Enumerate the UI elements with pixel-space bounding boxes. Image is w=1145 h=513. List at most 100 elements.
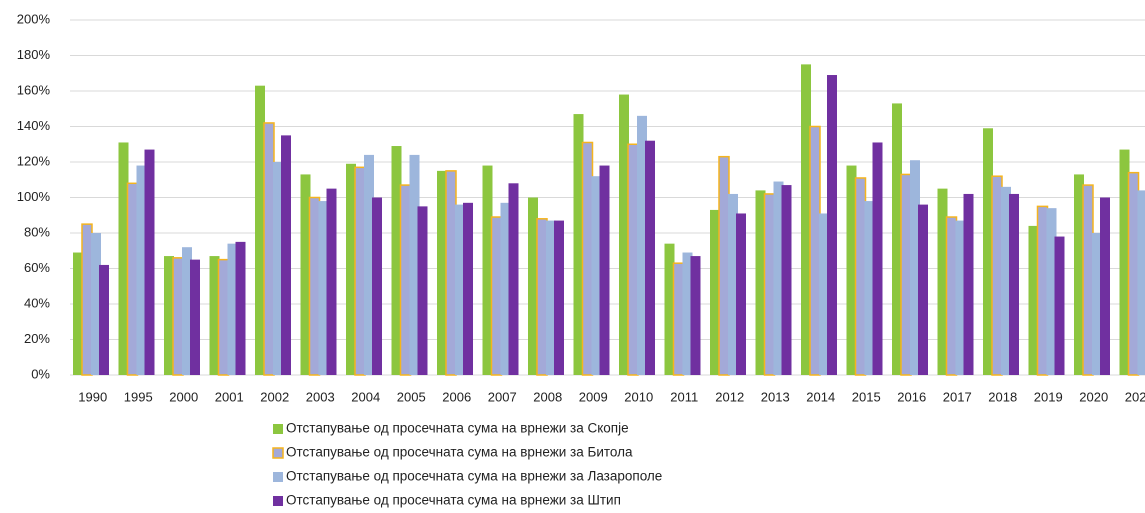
x-tick-label: 2011 <box>670 389 698 404</box>
y-tick-label: 200% <box>17 11 51 26</box>
bar <box>217 258 230 376</box>
bar <box>1036 205 1049 376</box>
bar <box>308 196 321 376</box>
bar <box>263 122 275 376</box>
bar <box>827 75 837 376</box>
bar <box>755 190 766 375</box>
bar <box>144 149 155 375</box>
bar <box>728 193 738 375</box>
x-tick-label: 2021 <box>1125 389 1145 404</box>
bar <box>409 154 420 375</box>
bar <box>118 142 129 375</box>
bar <box>318 201 329 375</box>
bar <box>536 218 548 376</box>
bar <box>455 204 465 375</box>
bar <box>690 256 701 375</box>
legend-label: Отстапување од просечната сума на врнежи… <box>286 421 629 436</box>
bar <box>1054 236 1065 375</box>
bar <box>227 243 238 375</box>
bar <box>1082 184 1094 376</box>
bar <box>637 115 647 375</box>
x-tick-label: 2009 <box>579 389 608 404</box>
x-tick-label: 1990 <box>78 389 107 404</box>
x-tick-label: 2007 <box>488 389 517 404</box>
bar <box>1028 225 1039 375</box>
bar <box>1074 174 1084 375</box>
x-tick-label: 2018 <box>988 389 1017 404</box>
bar <box>364 154 374 375</box>
bar <box>573 114 584 375</box>
bar <box>809 125 821 376</box>
bar <box>463 202 473 375</box>
bar <box>172 257 184 376</box>
x-tick-label: 2015 <box>852 389 881 404</box>
bar <box>918 204 928 375</box>
x-tick-label: 2004 <box>351 389 380 404</box>
bar <box>773 181 784 375</box>
bar <box>736 213 746 375</box>
bar <box>763 193 776 376</box>
bar <box>682 252 693 375</box>
bar <box>437 170 447 375</box>
bar <box>209 256 220 375</box>
bar <box>136 165 147 375</box>
y-tick-label: 0% <box>31 366 50 381</box>
bar <box>983 128 993 375</box>
y-tick-label: 120% <box>17 153 51 168</box>
bar <box>326 188 337 375</box>
bar <box>710 209 720 375</box>
bar <box>945 216 958 376</box>
legend-label: Отстапување од просечната сума на врнежи… <box>286 445 633 460</box>
y-tick-label: 80% <box>24 224 50 239</box>
bar <box>864 201 875 375</box>
x-tick-label: 2003 <box>306 389 335 404</box>
bar <box>255 85 265 376</box>
bar <box>1092 233 1102 375</box>
bar <box>627 143 639 376</box>
legend-marker <box>273 496 283 506</box>
bar <box>528 197 538 375</box>
bar <box>781 185 792 375</box>
bar <box>490 216 503 376</box>
bar <box>99 264 109 375</box>
bar <box>1046 208 1057 375</box>
x-tick-label: 2002 <box>260 389 289 404</box>
bar <box>645 140 655 375</box>
bar <box>81 223 93 376</box>
bar <box>182 247 192 375</box>
bar <box>1001 186 1011 375</box>
bar <box>819 213 829 375</box>
y-tick-label: 60% <box>24 260 50 275</box>
bar <box>718 155 730 376</box>
bar <box>1009 193 1019 375</box>
bar <box>672 262 685 376</box>
x-tick-label: 2017 <box>943 389 972 404</box>
bar <box>391 146 402 375</box>
bar <box>937 188 948 375</box>
x-tick-label: 2010 <box>624 389 653 404</box>
x-tick-label: 2016 <box>897 389 926 404</box>
bar <box>581 141 594 376</box>
x-tick-label: 2013 <box>761 389 790 404</box>
bar <box>955 220 966 375</box>
bar <box>126 182 139 376</box>
bar <box>1119 149 1130 375</box>
bar <box>346 163 356 375</box>
y-tick-label: 140% <box>17 118 51 133</box>
y-tick-label: 20% <box>24 331 50 346</box>
bar <box>235 241 246 375</box>
bar <box>546 220 556 375</box>
bar <box>508 183 519 375</box>
bar <box>73 252 83 375</box>
bar <box>354 166 366 376</box>
bar <box>591 176 602 375</box>
bar <box>599 165 610 375</box>
legend-label: Отстапување од просечната сума на врнежи… <box>286 469 662 484</box>
bar <box>1137 190 1145 375</box>
x-tick-label: 2008 <box>533 389 562 404</box>
bar <box>991 175 1003 376</box>
x-tick-label: 2014 <box>806 389 835 404</box>
bar <box>500 202 511 375</box>
bar <box>846 165 857 375</box>
